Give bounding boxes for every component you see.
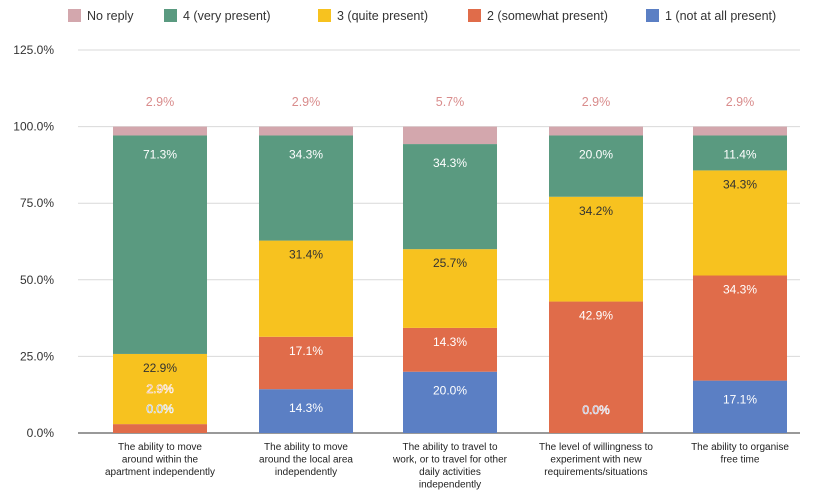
bar-segment-4-very-present — [259, 135, 353, 241]
legend-swatch — [646, 9, 659, 22]
data-label-2-somewhat-present: 14.3% — [433, 335, 467, 349]
legend-label: 4 (very present) — [183, 9, 271, 23]
data-label-4-very-present: 34.3% — [433, 156, 467, 170]
data-label-1-not-at-all-present: 0.0% — [582, 403, 610, 417]
legend-label: 1 (not at all present) — [665, 9, 776, 23]
legend-item-2-somewhat-present: 2 (somewhat present) — [468, 9, 608, 23]
x-axis: The ability to move around within the apar… — [105, 442, 789, 491]
y-tick-label: 125.0% — [13, 43, 54, 57]
bar-segment-3-quite-present — [113, 353, 207, 425]
y-axis: 0.0% 25.0% 50.0% 75.0% 100.0% 125.0% — [13, 43, 54, 440]
bar-stack-1: 2.9% 71.3% 22.9% 2.9% 0.0% — [113, 95, 207, 433]
data-label-1-not-at-all-present: 0.0% — [146, 402, 174, 416]
category-label-4: The level of willingness to experiment wi… — [539, 442, 653, 478]
legend-swatch — [318, 9, 331, 22]
bar-segment-3-quite-present — [259, 240, 353, 337]
y-tick-label: 50.0% — [20, 273, 54, 287]
bar-segment-2-somewhat-present — [403, 327, 497, 372]
data-label-1-not-at-all-present: 14.3% — [289, 401, 323, 415]
legend-item-no-reply: No reply — [68, 9, 134, 23]
data-label-3-quite-present: 34.3% — [723, 177, 757, 191]
bar-segment-1-not-at-all-present — [403, 371, 497, 433]
bar-stack-4: 2.9% 20.0% 34.2% 42.9% 0.0% — [549, 95, 643, 433]
data-label-no-reply: 5.7% — [436, 95, 465, 109]
category-label-line: The level of willingness to — [539, 442, 653, 453]
data-label-3-quite-present: 31.4% — [289, 248, 323, 262]
data-label-3-quite-present: 34.2% — [579, 204, 613, 218]
legend-label: 2 (somewhat present) — [487, 9, 608, 23]
data-label-4-very-present: 34.3% — [289, 147, 323, 161]
y-tick-label: 75.0% — [20, 196, 54, 210]
category-label-line: requirements/situations — [544, 467, 647, 478]
data-label-1-not-at-all-present: 20.0% — [433, 384, 467, 398]
category-label-5: The ability to organise free time — [691, 442, 789, 466]
legend-label: 3 (quite present) — [337, 9, 428, 23]
legend-swatch — [164, 9, 177, 22]
category-label-line: The ability to move — [264, 442, 348, 453]
bar-segment-3-quite-present — [403, 249, 497, 328]
data-label-4-very-present: 20.0% — [579, 147, 613, 161]
legend-item-4-very-present: 4 (very present) — [164, 9, 271, 23]
bar-segment-4-very-present — [403, 144, 497, 250]
bars: 2.9% 71.3% 22.9% 2.9% 0.0% 2.9% 34.3% 31.4% 17.1… — [113, 95, 787, 433]
legend-swatch — [468, 9, 481, 22]
bar-segment-no-reply — [403, 126, 497, 145]
category-label-line: experiment with new — [550, 455, 642, 466]
data-label-2-somewhat-present: 34.3% — [723, 283, 757, 297]
category-label-1: The ability to move around within the apar… — [105, 442, 215, 478]
bar-segment-2-somewhat-present — [693, 275, 787, 381]
data-label-3-quite-present: 25.7% — [433, 256, 467, 270]
data-label-1-not-at-all-present: 17.1% — [723, 393, 757, 407]
bar-segment-3-quite-present — [693, 170, 787, 276]
bar-stack-3: 5.7% 34.3% 25.7% 14.3% 20.0% — [403, 95, 497, 433]
data-label-no-reply: 2.9% — [726, 95, 755, 109]
bar-segment-1-not-at-all-present — [693, 380, 787, 433]
category-label-line: independently — [275, 467, 337, 478]
category-label-line: independently — [419, 480, 481, 491]
bar-segment-no-reply — [549, 126, 643, 136]
bar-segment-no-reply — [259, 126, 353, 136]
y-tick-label: 0.0% — [27, 426, 55, 440]
data-label-4-very-present: 71.3% — [143, 147, 177, 161]
data-label-3-quite-present: 22.9% — [143, 361, 177, 375]
category-label-line: work, or to travel for other — [392, 455, 508, 466]
category-label-line: The ability to move — [118, 442, 202, 453]
category-label-3: The ability to travel to work, or to trav… — [392, 442, 508, 491]
category-label-line: The ability to organise — [691, 442, 789, 453]
data-label-2-somewhat-present: 42.9% — [579, 309, 613, 323]
data-label-4-very-present: 11.4% — [723, 147, 756, 161]
legend-item-3-quite-present: 3 (quite present) — [318, 9, 428, 23]
y-tick-label: 25.0% — [20, 349, 54, 363]
data-label-2-somewhat-present: 17.1% — [289, 344, 323, 358]
category-label-line: daily activities — [419, 467, 481, 478]
category-label-line: around the local area — [259, 455, 353, 466]
bar-segment-2-somewhat-present — [113, 424, 207, 433]
bar-segment-no-reply — [693, 126, 787, 136]
data-label-no-reply: 2.9% — [146, 95, 175, 109]
legend-label: No reply — [87, 9, 134, 23]
bar-segment-3-quite-present — [549, 196, 643, 302]
data-label-no-reply: 2.9% — [582, 95, 611, 109]
bar-segment-2-somewhat-present — [259, 336, 353, 390]
bar-segment-4-very-present — [549, 135, 643, 197]
legend-item-1-not-at-all-present: 1 (not at all present) — [646, 9, 776, 23]
bar-segment-1-not-at-all-present — [259, 389, 353, 433]
bar-stack-2: 2.9% 34.3% 31.4% 17.1% 14.3% — [259, 95, 353, 433]
data-label-no-reply: 2.9% — [292, 95, 321, 109]
category-label-line: The ability to travel to — [402, 442, 497, 453]
y-tick-label: 100.0% — [13, 120, 54, 134]
category-label-line: free time — [721, 455, 760, 466]
bar-segment-4-very-present — [693, 135, 787, 171]
bar-stack-5: 2.9% 11.4% 34.3% 34.3% 17.1% — [693, 95, 787, 433]
category-label-2: The ability to move around the local area… — [259, 442, 353, 478]
category-label-line: apartment independently — [105, 467, 215, 478]
legend-swatch — [68, 9, 81, 22]
data-label-2-somewhat-present: 2.9% — [146, 382, 174, 396]
bar-segment-no-reply — [113, 126, 207, 136]
bar-segment-2-somewhat-present — [549, 301, 643, 433]
category-label-line: around within the — [122, 455, 199, 466]
legend: No reply 4 (very present) 3 (quite present… — [68, 9, 776, 23]
bar-segment-4-very-present — [113, 135, 207, 354]
